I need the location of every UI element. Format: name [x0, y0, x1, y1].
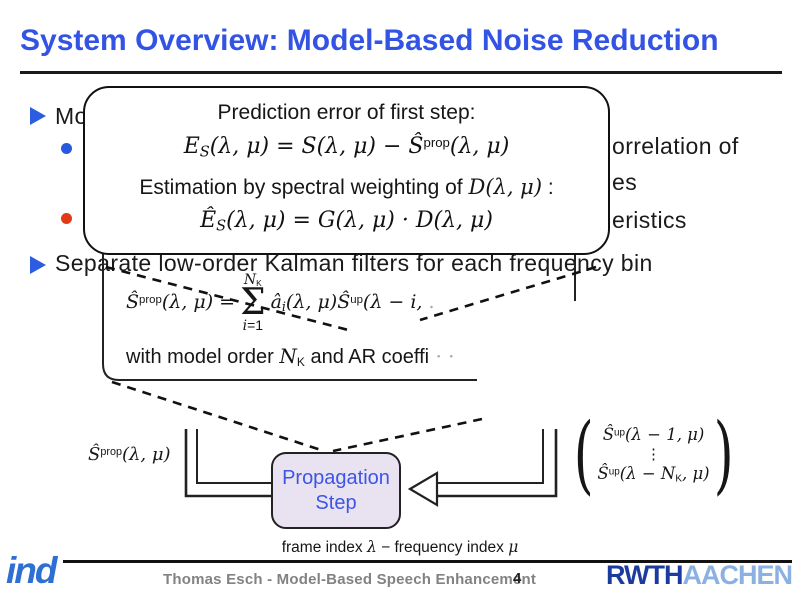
callout-line-estimation: Estimation by spectral weighting of D(λ,…: [139, 174, 554, 199]
kalman-formula-rhs: âi(λ, μ)Ŝup(λ − i, .: [270, 290, 435, 315]
ind-logo: ind: [6, 550, 58, 591]
red-dot-icon: [61, 213, 72, 224]
blue-dot-icon: [61, 143, 72, 154]
slide-title: System Overview: Model-Based Noise Reduc…: [20, 24, 719, 57]
sum-operator: NK Σ i=1: [240, 272, 265, 333]
propagation-step-box: Propagation Step: [271, 452, 401, 529]
footer-rule: [63, 560, 792, 563]
matrix-paren-open: (: [573, 405, 594, 505]
subbullet1-text-fragment: orrelation of: [612, 133, 739, 159]
page-number: 4: [513, 570, 522, 587]
propagation-step-label-line1: Propagation: [282, 466, 390, 489]
sum-lower-limit: i=1: [242, 317, 264, 335]
matrix-vdots: ⋮: [646, 446, 662, 464]
arrowhead-left-icon: [407, 471, 439, 507]
rwth-text: RWTH: [605, 560, 683, 590]
callout-line-prediction: Prediction error of first step:: [217, 101, 476, 124]
propagation-step-label-line2: Step: [315, 491, 357, 514]
bullet-triangle-icon: [30, 256, 46, 274]
formula-prediction-error: ES(λ, μ) = S(λ, μ) − Ŝprop(λ, μ): [183, 134, 510, 161]
bullet1-text-fragment: Mo: [55, 103, 88, 129]
formula-spectral-weighting: ÊS(λ, μ) = G(λ, μ) · D(λ, μ): [200, 207, 493, 235]
subbullet1-text-fragment2: es: [612, 169, 638, 195]
index-caption: frame index λ − frequency index μ: [281, 538, 519, 556]
state-vector-matrix: ( Ŝup(λ − 1, μ) ⋮ Ŝup(λ − NK, μ) ): [572, 412, 735, 497]
model-order-note: with model order NK and AR coeffi · ·: [126, 344, 455, 369]
matrix-paren-close: ): [713, 405, 734, 505]
sigma-symbol: Σ: [240, 281, 266, 323]
matrix-row: Ŝup(λ − NK, μ): [597, 464, 710, 485]
title-rule: [20, 71, 782, 74]
matrix-row: Ŝup(λ − 1, μ): [602, 425, 705, 444]
aachen-text: AACHEN: [682, 560, 793, 590]
callout-box: Prediction error of first step: ES(λ, μ)…: [83, 86, 610, 255]
subbullet2-text-fragment: eristics: [612, 207, 687, 233]
kalman-formula-lhs: Ŝprop(λ, μ) =: [126, 291, 236, 314]
kalman-formula: Ŝprop(λ, μ) = NK Σ i=1 âi(λ, μ)Ŝup(λ − i…: [126, 272, 435, 333]
rwth-aachen-logo: RWTHAACHEN: [605, 560, 793, 590]
footer-credit: Thomas Esch - Model-Based Speech Enhance…: [163, 571, 537, 588]
s-prop-output-label: Ŝprop(λ, μ): [88, 444, 171, 465]
bullet-triangle-icon: [30, 107, 46, 125]
